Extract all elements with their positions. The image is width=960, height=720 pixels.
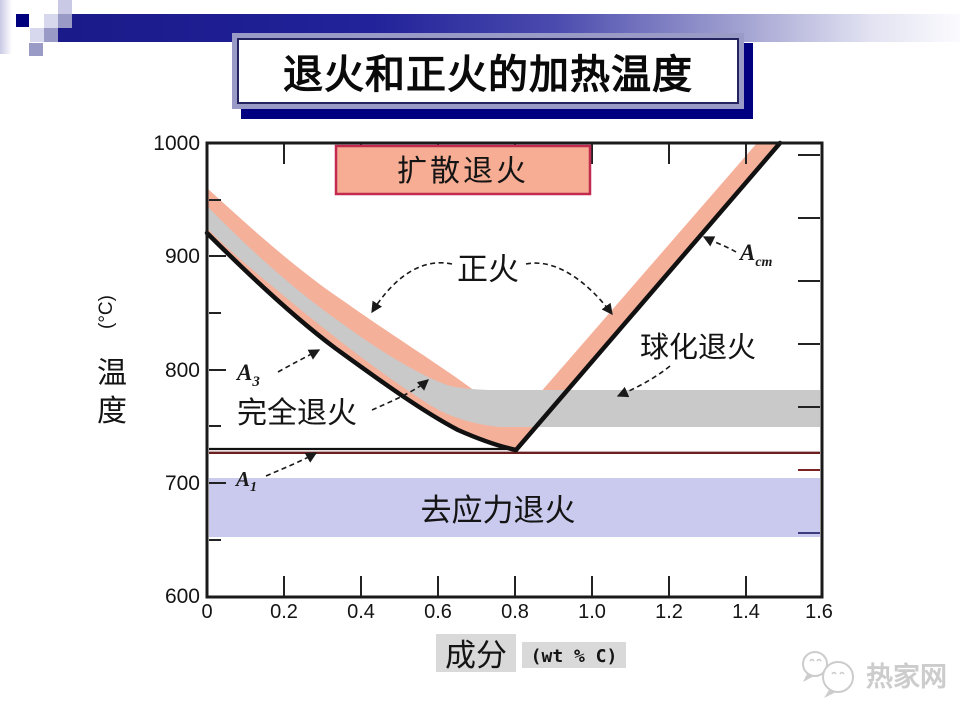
- a1-label: A1: [234, 467, 257, 495]
- mosaic-square: [30, 28, 44, 42]
- acm-arrow: [702, 236, 737, 253]
- a3-arrow: [277, 349, 321, 373]
- y-axis-unit: (°C): [96, 295, 117, 329]
- annotation-arrows: [265, 236, 737, 477]
- diffusion-anneal-box: [334, 144, 592, 196]
- x-axis-labels: 0 0.2 0.4 0.6 0.8 1.0 1.2 1.4 1.6: [201, 601, 832, 623]
- acm-label: Acm: [738, 240, 773, 270]
- x-tick-label: 1.2: [655, 601, 683, 623]
- y-axis-title-char2: 度: [97, 394, 127, 429]
- full-anneal-band: [207, 206, 820, 427]
- y-tick-label: 1000: [153, 132, 200, 155]
- a1-arrow: [265, 452, 318, 477]
- mosaic-square-navy: [16, 14, 29, 27]
- y-tick-label: 800: [165, 359, 200, 382]
- x-tick-label: 0.8: [501, 601, 529, 623]
- left-ticks: [209, 199, 226, 541]
- normalizing-label: 正火: [457, 252, 519, 288]
- spheroidize-label: 球化退火: [640, 330, 756, 364]
- mosaic-square: [58, 14, 72, 28]
- mosaic-square: [29, 43, 43, 56]
- acm-line: [513, 140, 783, 453]
- right-ticks: [798, 154, 820, 534]
- x-tick-label: 1.4: [732, 601, 760, 623]
- y-axis-labels: 1000 900 800 700 600: [153, 132, 200, 608]
- x-tick-label: 1.0: [578, 601, 606, 623]
- y-axis-title-char1: 温: [97, 356, 127, 391]
- plot-frame: [205, 141, 824, 599]
- mosaic-square: [58, 0, 72, 14]
- mosaic-square: [44, 28, 58, 42]
- watermark-text: 热家网: [866, 661, 947, 693]
- normalizing-left-arrow: [371, 262, 453, 314]
- x-tick-label: 0.6: [424, 601, 452, 623]
- normalizing-band: [207, 143, 780, 450]
- spheroidize-arrow: [616, 365, 671, 398]
- x-tick-label: 0.4: [347, 601, 375, 623]
- watermark: 热家网: [796, 648, 956, 700]
- slide-title-box: 退火和正火的加热温度: [232, 33, 744, 109]
- a3-label: A3: [235, 360, 260, 390]
- y-tick-label: 600: [165, 585, 200, 608]
- slide-title: 退火和正火的加热温度: [283, 53, 693, 97]
- x-axis-title: 成分: [445, 638, 507, 674]
- x-tick-label: 0: [201, 601, 212, 623]
- y-tick-label: 700: [165, 472, 200, 495]
- x-axis-unit-highlight: [522, 642, 626, 668]
- a3-line: [204, 230, 519, 453]
- left-gradient-strip: [0, 0, 12, 54]
- diffusion-anneal-label: 扩散退火: [397, 154, 529, 189]
- stress-relief-band: [209, 478, 820, 537]
- chat-bubbles-icon: [802, 651, 854, 698]
- header-decoration: [0, 0, 960, 60]
- full-anneal-label: 完全退火: [237, 396, 357, 431]
- x-axis-unit: (wt % C): [531, 646, 618, 667]
- bottom-ticks: [283, 576, 747, 596]
- stress-relief-label: 去应力退火: [421, 493, 576, 529]
- mosaic-square: [44, 14, 58, 28]
- x-tick-label: 0.2: [270, 601, 298, 623]
- x-tick-label: 1.6: [805, 601, 833, 623]
- x-axis-title-highlight: [436, 634, 516, 672]
- normalizing-right-arrow: [525, 262, 613, 316]
- y-tick-label: 900: [165, 245, 200, 268]
